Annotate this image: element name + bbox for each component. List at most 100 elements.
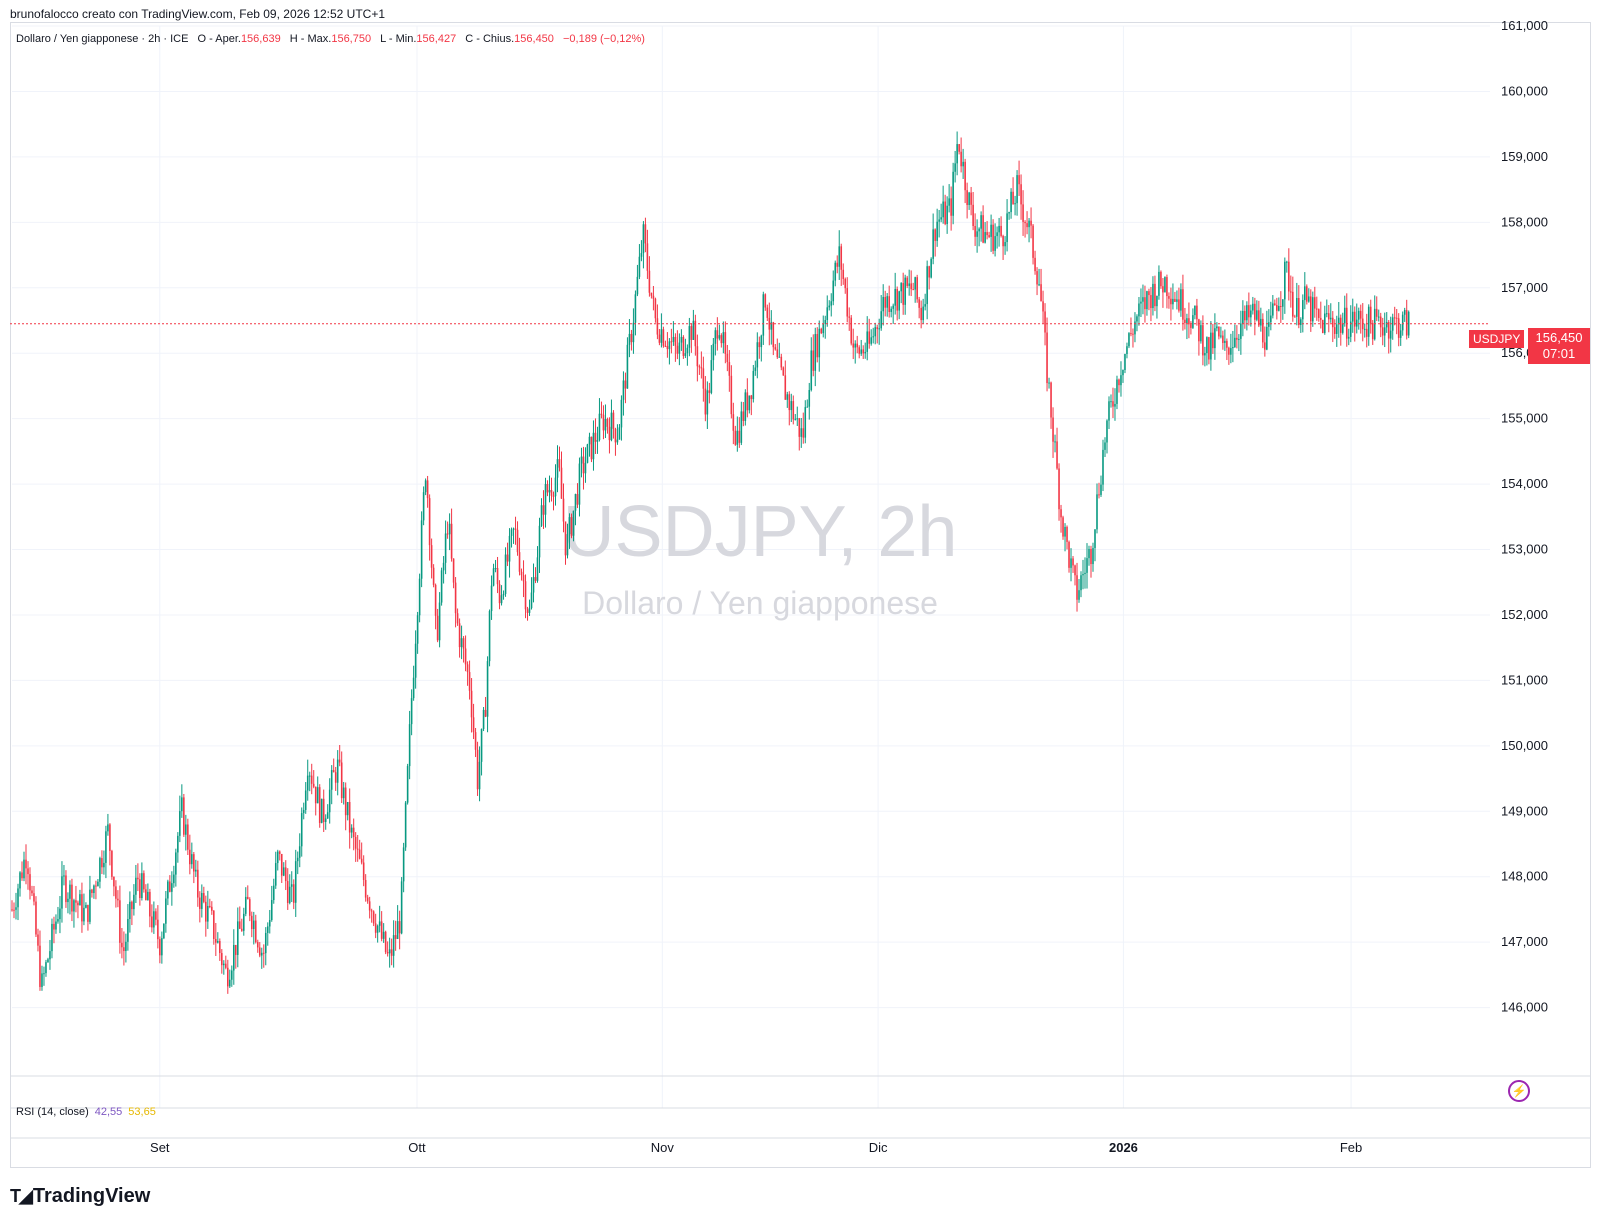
candle-body xyxy=(129,901,131,920)
candle-body xyxy=(187,824,189,850)
candle-body xyxy=(936,221,938,241)
candle-body xyxy=(163,923,165,939)
candle-body xyxy=(834,262,837,281)
candle-body xyxy=(47,959,49,963)
candle-body xyxy=(17,888,19,908)
candle-body xyxy=(308,775,311,777)
flash-icon[interactable]: ⚡ xyxy=(1508,1080,1530,1102)
candle-body xyxy=(926,266,928,305)
candle-body xyxy=(1054,441,1056,443)
candle-body xyxy=(340,762,343,799)
candle-body xyxy=(682,336,685,356)
time-tick-label: Ott xyxy=(408,1140,426,1155)
candle-body xyxy=(1250,310,1252,318)
candle-body xyxy=(392,935,395,956)
candle-body xyxy=(266,926,269,933)
candle-body xyxy=(1014,203,1016,205)
candle-body xyxy=(756,342,759,368)
candle-body xyxy=(1138,303,1140,317)
candle-body xyxy=(1399,330,1402,338)
candle-body xyxy=(1304,286,1306,301)
candle-body xyxy=(1196,305,1198,320)
candle-body xyxy=(1078,590,1080,600)
rsi-legend: RSI (14, close) 42,55 53,65 xyxy=(16,1106,156,1118)
candle-body xyxy=(908,283,910,286)
candle-body xyxy=(422,492,425,521)
legend-open-label: O - Aper. xyxy=(197,33,241,45)
candle-body xyxy=(710,360,713,393)
candle-body xyxy=(734,430,737,445)
chart-frame[interactable] xyxy=(10,22,1591,1168)
candle-body xyxy=(1371,323,1374,340)
candle-body xyxy=(1182,289,1184,320)
candle-body xyxy=(1148,291,1150,296)
candle-body xyxy=(1270,315,1272,323)
candle-body xyxy=(1347,336,1350,339)
candle-body xyxy=(352,827,355,837)
candle-body xyxy=(310,775,313,784)
candle-body xyxy=(1302,300,1304,320)
candle-body xyxy=(850,317,853,344)
time-axis: Set Ott Nov Dic 2026 Feb xyxy=(150,1140,1362,1155)
candle-body xyxy=(574,494,577,511)
candle-body xyxy=(183,797,185,835)
candle-body xyxy=(974,226,976,237)
candle-body xyxy=(1150,295,1152,309)
candle-body xyxy=(1323,313,1326,334)
candle-body xyxy=(876,327,879,330)
candle-body xyxy=(63,875,65,877)
candle-body xyxy=(480,729,483,762)
price-tick-label: 155,000 xyxy=(1501,411,1548,426)
candle-body xyxy=(1152,283,1154,309)
candle-body xyxy=(354,836,357,849)
candle-body xyxy=(1387,322,1390,339)
candle-body xyxy=(169,881,171,892)
candle-body xyxy=(91,889,93,894)
candle-body xyxy=(884,296,886,308)
legend-change: −0,189 (−0,12%) xyxy=(562,33,645,45)
candle-body xyxy=(918,299,920,308)
candle-body xyxy=(149,891,151,917)
rsi-value: 42,55 xyxy=(94,1106,123,1118)
candle-body xyxy=(37,934,39,946)
candle-body xyxy=(1024,221,1026,224)
candle-body xyxy=(294,861,297,903)
legend-title: Dollaro / Yen giapponese · 2h · ICE xyxy=(16,33,189,45)
price-tick-label: 158,000 xyxy=(1501,214,1548,229)
candle-body xyxy=(215,938,217,943)
candle-body xyxy=(608,426,611,441)
candle-body xyxy=(780,356,783,368)
candle-body xyxy=(71,884,73,912)
candle-body xyxy=(113,876,115,887)
candle-body xyxy=(1058,468,1060,510)
candle-body xyxy=(742,411,745,421)
candle-body xyxy=(193,854,195,872)
candle-body xyxy=(746,392,749,411)
candle-body xyxy=(812,350,815,371)
candle-body xyxy=(1114,403,1116,407)
candle-body xyxy=(1102,449,1104,485)
candle-body xyxy=(274,863,277,886)
candle-body xyxy=(610,412,613,441)
candle-body xyxy=(922,306,924,321)
candle-body xyxy=(1104,442,1106,450)
candle-body xyxy=(256,942,259,948)
legend-low-label: L - Min. xyxy=(380,33,417,45)
candle-body xyxy=(484,709,487,717)
candle-body xyxy=(1232,347,1234,349)
candle-body xyxy=(526,609,529,613)
candle-body xyxy=(650,292,653,296)
candle-body xyxy=(950,198,952,216)
candle-body xyxy=(155,911,157,920)
candle-body xyxy=(570,517,573,536)
candle-body xyxy=(624,380,627,389)
candle-body xyxy=(25,859,27,869)
candle-body xyxy=(444,533,447,563)
candle-body xyxy=(962,161,964,167)
candle-body xyxy=(65,875,67,903)
candle-body xyxy=(228,979,231,987)
candle-body xyxy=(117,898,119,901)
candle-body xyxy=(121,942,123,948)
candle-body xyxy=(766,307,769,318)
